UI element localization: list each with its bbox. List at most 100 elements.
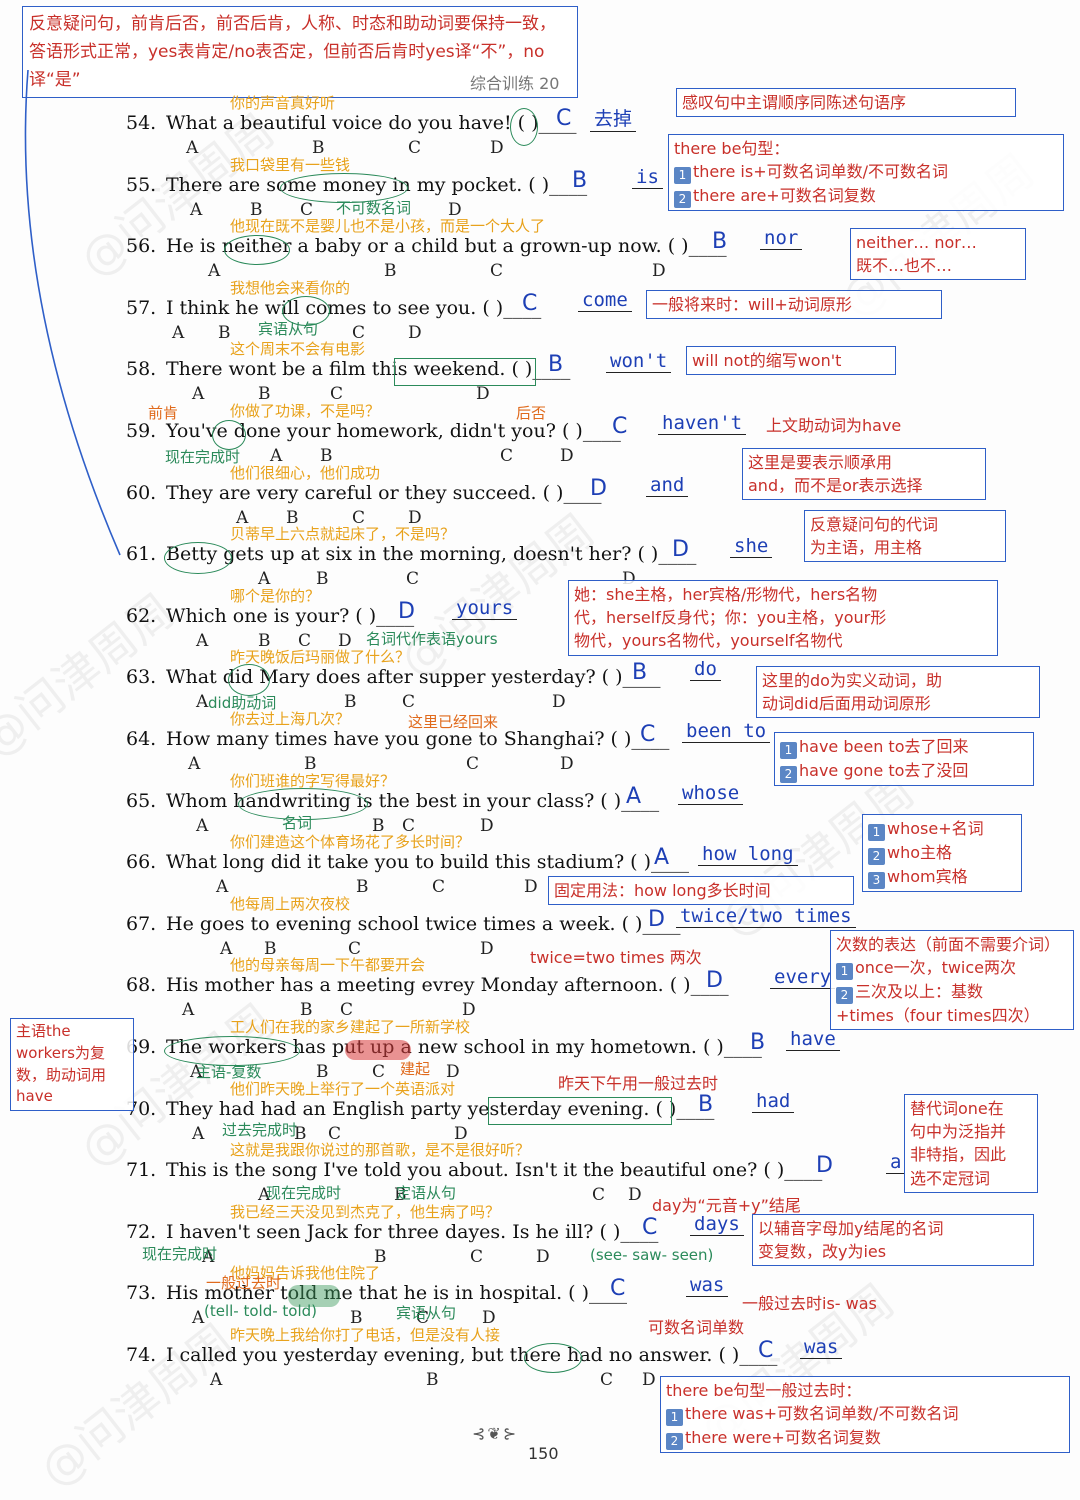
option-letter: D [628, 1185, 642, 1206]
answer-correction: whose [678, 782, 744, 805]
answer-choice: B [750, 1030, 766, 1055]
option-letter: B [316, 1062, 329, 1082]
option-letter: C [416, 1308, 430, 1329]
option-letter: D [480, 815, 494, 836]
note-line: 2 三次及以上：基数 [836, 980, 1068, 1005]
option-letter: A [196, 692, 209, 713]
answer-correction: had [752, 1090, 795, 1113]
label-verb-forms: (tell- told- told) [204, 1302, 318, 1320]
note-text: 既不…也不… [856, 256, 953, 276]
note-text: have been to去了回来 [799, 737, 969, 756]
section-title: 综合训练 20 [470, 74, 560, 93]
note-line: 2 have gone to去了没回 [780, 759, 1028, 783]
answer-choice: C [556, 106, 572, 131]
note-text: 变复数，改y为ies [758, 1242, 887, 1262]
question-text: This is the song I've told you about. Is… [166, 1159, 823, 1182]
note-q73-b: 可数名词单数 [648, 1318, 745, 1337]
note-text: who主格 [887, 843, 953, 862]
answer-correction: was [800, 1336, 843, 1359]
question-text: I think he will comes to see you. ( )___… [166, 296, 542, 319]
note-text: will not的缩写won't [692, 351, 842, 370]
option-letter: A [190, 199, 203, 220]
note-text: 三次及以上：基数 [855, 982, 984, 1002]
answer-correction: haven't [658, 412, 747, 435]
question-row: 65. Whom handwriting is the best in your … [126, 790, 659, 818]
highlight-circle [228, 664, 270, 696]
question-row: 71. This is the song I've told you about.… [126, 1159, 822, 1187]
note-q74: there be句型一般过去时： 1 there was+可数名词单数/不可数名词… [660, 1376, 1070, 1454]
note-text: 感叹句中主谓顺序同陈述句语序 [682, 93, 907, 112]
note-text: 非特指，因此 [910, 1145, 1007, 1165]
option-letter: C [500, 446, 514, 466]
option-letter: C [408, 138, 422, 158]
option-letter: A [190, 1062, 203, 1082]
note-text: 这里是要表示顺承用 [748, 453, 893, 472]
question-text: Betty gets up at six in the morning, doe… [166, 543, 697, 566]
chinese-translation: 你们班谁的字写得最好？ [230, 771, 396, 790]
option-letter: C [600, 1370, 614, 1390]
note-there-be: there be句型： 1 there is+可数名词单数/不可数名词 2 ther… [668, 134, 1064, 212]
highlight-green [288, 1285, 340, 1307]
note-text: 动词did后面用动词原形 [762, 694, 931, 714]
label-returned: 这里已经回来 [408, 713, 499, 731]
highlight-circle [280, 173, 408, 203]
chinese-translation: 他们很细心，他们成功 [230, 463, 381, 482]
question-number: 62. [126, 604, 157, 627]
highlight-circle [524, 1343, 582, 1373]
rule-note-box: 反意疑问句，前肯后否，前否后肯，人称、时态和助动词要保持一致，答语形式正常，ye… [22, 6, 578, 99]
rule-note-text: 反意疑问句，前肯后否，前否后肯，人称、时态和助动词要保持一致，答语形式正常，ye… [29, 14, 556, 91]
answer-choice: B [548, 352, 564, 378]
note-line: 2 there were+可数名词复数 [666, 1426, 1064, 1451]
answer-correction: twice/two times [676, 905, 856, 928]
number-badge: 1 [836, 963, 853, 981]
connector-line [24, 69, 121, 556]
note-q71: 替代词one在 句中为泛指并 非特指，因此 选不定冠词 [904, 1094, 1038, 1193]
answer-correction: won't [606, 350, 672, 374]
answer-correction: and [646, 474, 689, 497]
answer-choice: D [672, 537, 689, 563]
answer-correction: come [578, 289, 632, 312]
note-q64: 1 have been to去了回来 2 have gone to去了没回 [774, 732, 1034, 786]
highlight-rect [394, 358, 536, 386]
chinese-translation: 这就是我跟你说过的那首歌，是不是很好听？ [230, 1141, 531, 1160]
label-uncountable: 不可数名词 [336, 199, 412, 217]
note-q72-a: day为“元音+y”结尾 [652, 1196, 801, 1215]
answer-choice: C [758, 1338, 774, 1363]
option-letter: A [188, 754, 201, 774]
option-letter: B [374, 1246, 387, 1267]
option-letter: A [220, 938, 233, 959]
option-letter: C [402, 815, 416, 836]
note-q72: 以辅音字母加y结尾的名词 变复数，改y为ies [752, 1214, 1034, 1267]
question-number: 65. [126, 789, 157, 812]
chinese-translation: 贝蒂早上六点就起床了，不是吗？ [230, 525, 456, 544]
note-neither-nor: neither… nor… 既不…也不… [850, 228, 1026, 281]
option-letter: A [196, 630, 209, 651]
option-letter: D [560, 754, 574, 774]
option-letter: D [476, 384, 490, 405]
chinese-translation: 工人们在我的家乡建起了一所新学校 [230, 1018, 471, 1036]
question-number: 68. [126, 974, 157, 997]
option-letter: A [236, 507, 249, 528]
question-number: 57. [126, 296, 157, 319]
chinese-translation: 你去过上海几次？ [230, 710, 351, 728]
chinese-translation: 我口袋里有一些钱 [230, 155, 351, 174]
chinese-translation: 我想他会来看你的 [230, 278, 351, 297]
note-text: whose+名词 [887, 819, 984, 838]
note-text: there were+可数名词复数 [685, 1428, 881, 1448]
label-built: 建起 [400, 1060, 431, 1078]
highlight-circle [282, 296, 330, 326]
answer-choice: D [648, 906, 665, 932]
question-number: 74. [126, 1344, 157, 1366]
question-number: 55. [126, 173, 157, 196]
option-letter: A [258, 569, 271, 590]
note-text: 句中为泛指并 [910, 1122, 1007, 1142]
highlight-rect [488, 1097, 672, 1125]
answer-correction: been to [682, 720, 771, 743]
page-ornament: ⊰❦⊱ [472, 1424, 519, 1443]
option-letter: C [406, 569, 420, 590]
chinese-translation: 他每周上两次夜校 [230, 894, 351, 913]
option-letter: C [328, 1123, 342, 1144]
answer-choice: D [816, 1153, 833, 1179]
option-letter: A [196, 815, 209, 836]
note-text: 以辅音字母加y结尾的名词 [758, 1219, 944, 1238]
